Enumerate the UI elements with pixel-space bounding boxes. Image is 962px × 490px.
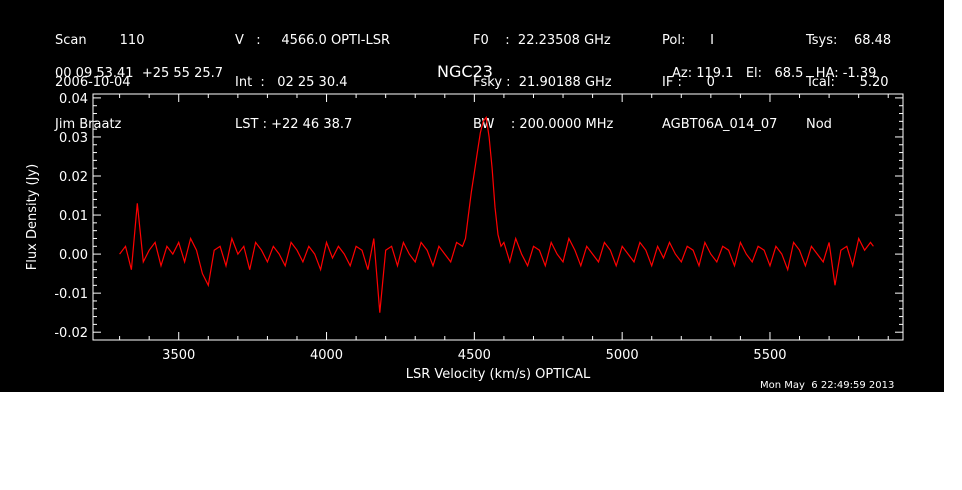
header-col-tsys: Tsys: 68.48 Tcal: 5.20 Nod bbox=[806, 6, 891, 160]
y-tick-label: -0.02 bbox=[54, 326, 88, 341]
y-tick-label: 0.00 bbox=[59, 248, 88, 263]
x-tick-label: 4500 bbox=[458, 348, 491, 363]
header-col-pol: Pol: I IF : 0 AGBT06A_014_07 bbox=[662, 6, 777, 160]
header-pol: Pol: I bbox=[662, 33, 714, 48]
header-date: 2006-10-04 bbox=[55, 75, 131, 90]
header-fsky: Fsky : 21.90188 GHz bbox=[473, 75, 612, 90]
y-tick-label: -0.01 bbox=[54, 287, 88, 302]
y-axis-label: Flux Density (Jy) bbox=[25, 164, 40, 270]
header-observer: Jim Braatz bbox=[55, 117, 122, 132]
header-bw: BW : 200.0000 MHz bbox=[473, 117, 614, 132]
header-mode: Nod bbox=[806, 117, 832, 132]
header-col-freq: F0 : 22.23508 GHz Fsky : 21.90188 GHz BW… bbox=[473, 6, 613, 160]
x-tick-label: 5500 bbox=[753, 348, 786, 363]
object-name: NGC23 bbox=[437, 62, 493, 81]
header-scan: Scan 110 bbox=[55, 33, 145, 48]
series-group bbox=[119, 115, 874, 313]
plot-panel: Scan 110 2006-10-04 Jim Braatz V : 4566.… bbox=[0, 0, 944, 392]
header-tcal: Tcal: 5.20 bbox=[806, 75, 889, 90]
header-if: IF : 0 bbox=[662, 75, 715, 90]
x-tick-label: 4000 bbox=[310, 348, 343, 363]
header-col-scan: Scan 110 2006-10-04 Jim Braatz bbox=[55, 6, 144, 160]
axis-ticks: 3500 4000 4500 5000 5500 -0.02 -0.01 0.00 0.01 0.… bbox=[54, 92, 903, 363]
y-tick-label: 0.02 bbox=[59, 170, 88, 185]
header-project: AGBT06A_014_07 bbox=[662, 117, 778, 132]
header-lst: LST : +22 46 38.7 bbox=[235, 117, 353, 132]
header-velocity: V : 4566.0 OPTI-LSR bbox=[235, 33, 391, 48]
spectrum-chart: 3500 4000 4500 5000 5500 -0.02 -0.01 0.00 0.01 0.… bbox=[25, 92, 904, 382]
header-col-velocity: V : 4566.0 OPTI-LSR Int : 02 25 30.4 LST… bbox=[235, 6, 390, 160]
y-tick-label: 0.03 bbox=[59, 131, 88, 146]
plot-border bbox=[92, 93, 904, 341]
source-position: 00 09 53.41 +25 55 25.7 bbox=[55, 66, 224, 81]
plot-frame bbox=[92, 93, 904, 341]
header-int: Int : 02 25 30.4 bbox=[235, 75, 348, 90]
spectrum-line bbox=[119, 115, 874, 313]
x-axis-label: LSR Velocity (km/s) OPTICAL bbox=[406, 367, 591, 382]
y-tick-label: 0.04 bbox=[59, 92, 88, 107]
az-el-ha: Az: 119.1 El: 68.5 HA: -1.39 bbox=[672, 66, 877, 81]
plot-timestamp: Mon May 6 22:49:59 2013 bbox=[760, 380, 895, 391]
header-f0: F0 : 22.23508 GHz bbox=[473, 33, 611, 48]
x-tick-label: 3500 bbox=[162, 348, 195, 363]
header-tsys: Tsys: 68.48 bbox=[806, 33, 892, 48]
y-tick-label: 0.01 bbox=[59, 209, 88, 224]
x-tick-label: 5000 bbox=[606, 348, 639, 363]
